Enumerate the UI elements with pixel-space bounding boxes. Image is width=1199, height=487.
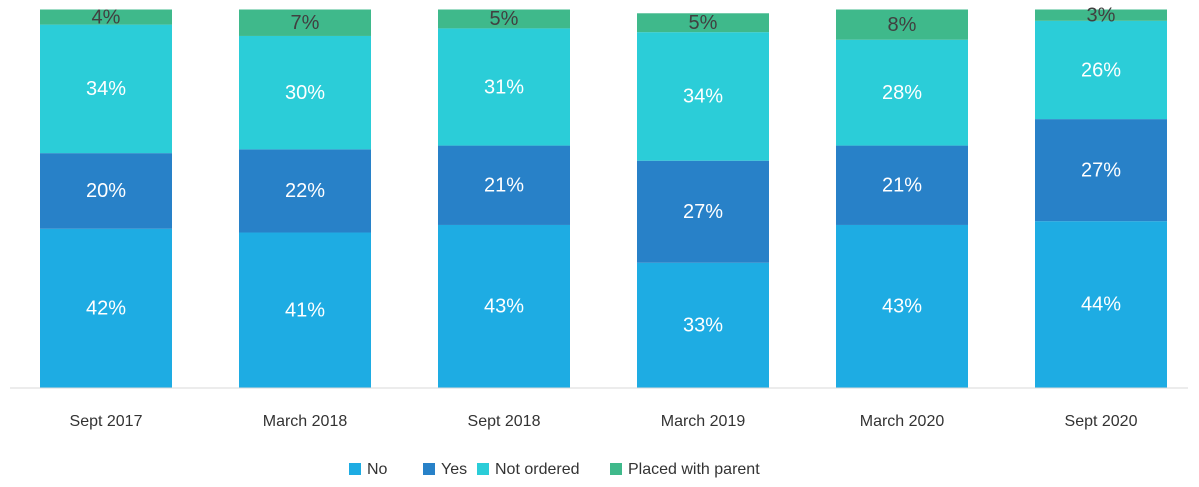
data-label: 22% bbox=[285, 180, 325, 202]
data-label: 43% bbox=[484, 296, 524, 318]
data-label: 28% bbox=[882, 82, 922, 104]
bar-segment bbox=[637, 13, 769, 33]
data-label: 4% bbox=[92, 6, 121, 28]
x-tick-label: Sept 2020 bbox=[1065, 413, 1138, 430]
data-label: 30% bbox=[285, 82, 325, 104]
data-label: 20% bbox=[86, 180, 126, 202]
bar-segment bbox=[438, 145, 570, 225]
bar-segment bbox=[637, 262, 769, 388]
bar-segment bbox=[637, 160, 769, 263]
data-label: 21% bbox=[882, 175, 922, 197]
bar-segment bbox=[239, 149, 371, 233]
bar-segment bbox=[836, 145, 968, 225]
data-label: 5% bbox=[689, 12, 718, 34]
bar-segment bbox=[1035, 9, 1167, 21]
bar-segment bbox=[40, 24, 172, 154]
x-tick-label: March 2018 bbox=[263, 413, 348, 430]
data-label: 44% bbox=[1081, 294, 1121, 316]
bar-segment bbox=[836, 9, 968, 40]
data-label: 31% bbox=[484, 76, 524, 98]
legend-swatch bbox=[349, 463, 361, 475]
data-label: 5% bbox=[490, 8, 519, 30]
legend-swatch bbox=[477, 463, 489, 475]
legend-label: Yes bbox=[441, 461, 467, 478]
data-label: 33% bbox=[683, 314, 723, 336]
legend-label: Placed with parent bbox=[628, 461, 760, 478]
bar-segment bbox=[1035, 20, 1167, 120]
data-label: 41% bbox=[285, 299, 325, 321]
bar-segment bbox=[836, 39, 968, 146]
bar-segment bbox=[239, 9, 371, 36]
data-label: 27% bbox=[683, 201, 723, 223]
legend-label: Not ordered bbox=[495, 461, 580, 478]
bar-segment bbox=[239, 232, 371, 388]
bar-segment bbox=[836, 224, 968, 388]
bar-segment bbox=[1035, 221, 1167, 388]
data-label: 21% bbox=[484, 175, 524, 197]
legend-swatch bbox=[423, 463, 435, 475]
data-label: 26% bbox=[1081, 59, 1121, 81]
x-tick-label: Sept 2018 bbox=[468, 413, 541, 430]
x-tick-label: March 2019 bbox=[661, 413, 746, 430]
legend-label: No bbox=[367, 461, 388, 478]
bar-segment bbox=[637, 32, 769, 161]
bar-segment bbox=[438, 224, 570, 388]
bar-segment bbox=[438, 28, 570, 146]
bar-segment bbox=[40, 9, 172, 25]
x-tick-label: Sept 2017 bbox=[70, 413, 143, 430]
bar-segment bbox=[239, 35, 371, 150]
data-label: 3% bbox=[1087, 4, 1116, 26]
legend-swatch bbox=[610, 463, 622, 475]
data-label: 42% bbox=[86, 297, 126, 319]
data-label: 34% bbox=[86, 78, 126, 100]
bar-segment bbox=[1035, 119, 1167, 222]
data-label: 7% bbox=[291, 12, 320, 34]
x-tick-label: March 2020 bbox=[860, 413, 945, 430]
bar-segment bbox=[438, 9, 570, 29]
data-label: 43% bbox=[882, 296, 922, 318]
bar-segment bbox=[40, 153, 172, 229]
bar-segment bbox=[40, 228, 172, 388]
data-label: 8% bbox=[888, 14, 917, 36]
data-label: 34% bbox=[683, 86, 723, 108]
data-label: 27% bbox=[1081, 159, 1121, 181]
